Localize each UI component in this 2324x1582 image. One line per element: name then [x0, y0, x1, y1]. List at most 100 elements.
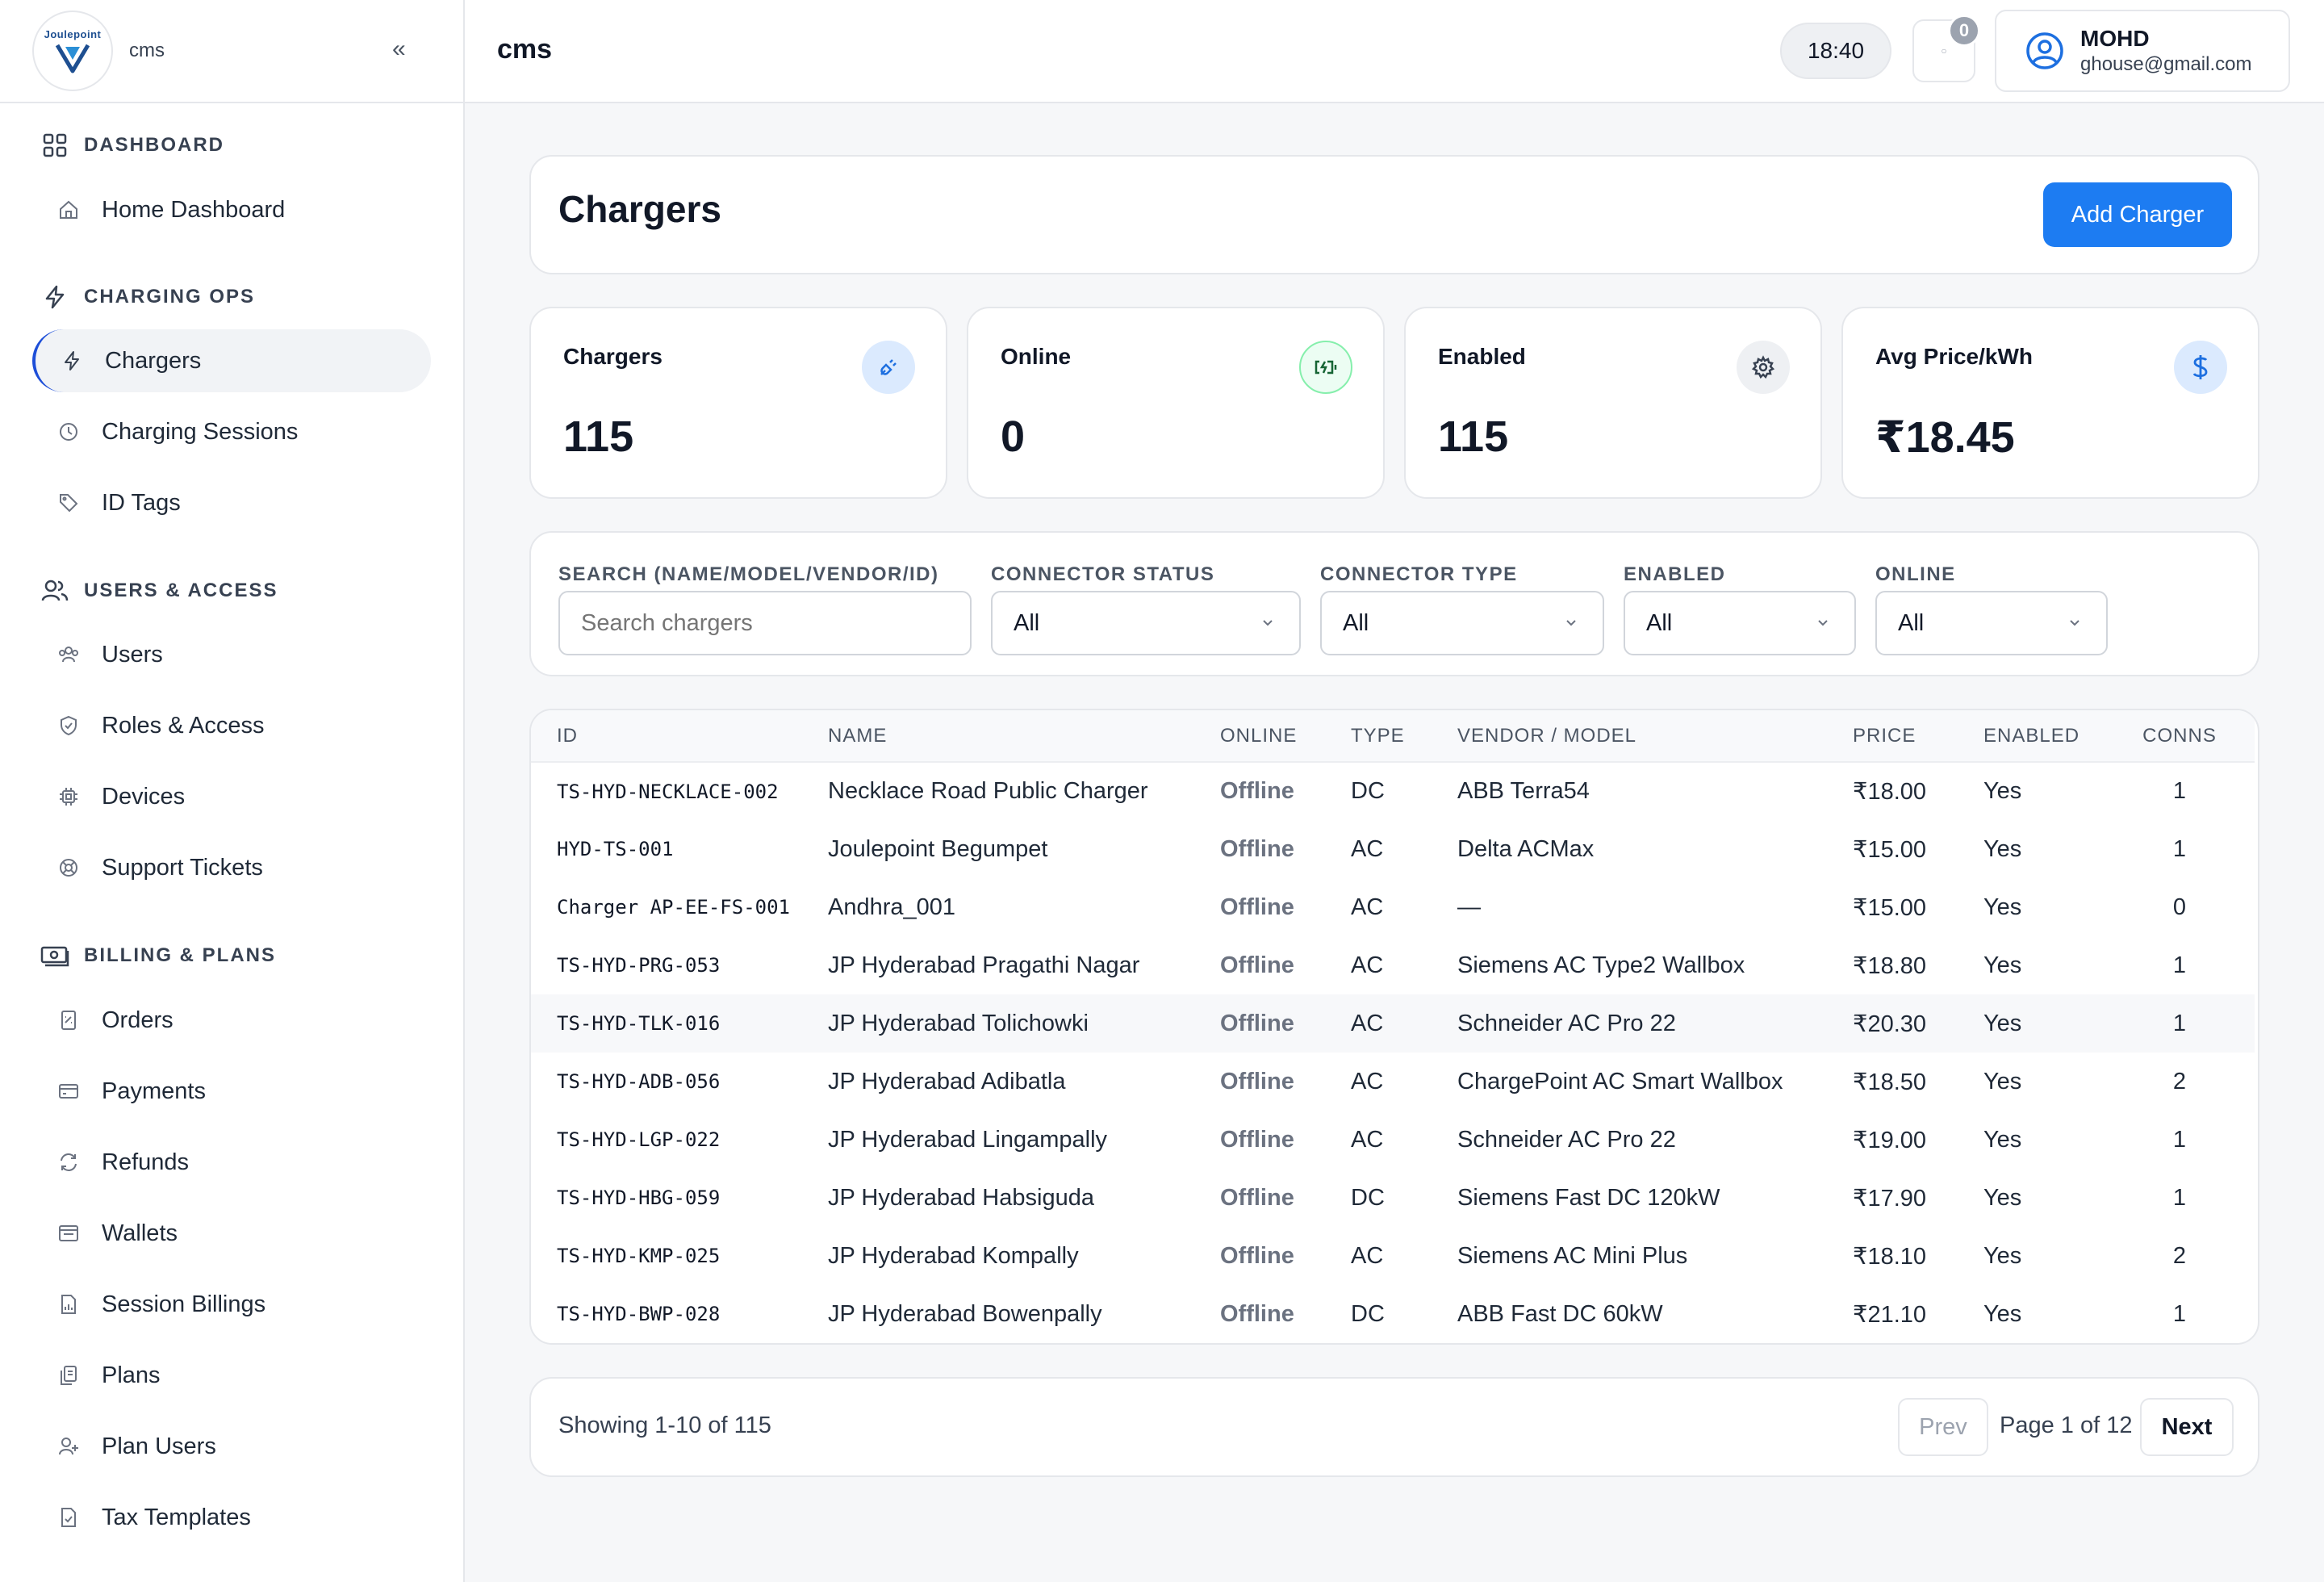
clipboard-icon — [56, 1363, 81, 1387]
column-header-type[interactable]: TYPE — [1351, 710, 1457, 763]
column-header-price[interactable]: PRICE — [1853, 710, 1983, 763]
column-header-vendor[interactable]: VENDOR / MODEL — [1457, 710, 1853, 763]
sidebar-item-chargers[interactable]: Chargers — [32, 329, 431, 392]
collapse-sidebar-icon[interactable]: « — [392, 36, 406, 62]
table-row[interactable]: Charger AP-EE-FS-001 Andhra_001 Offline AC —… — [531, 878, 2255, 936]
enabled-select[interactable]: All — [1624, 591, 1856, 655]
sidebar-item-label: Users — [102, 641, 163, 668]
search-input[interactable] — [558, 591, 972, 655]
chargers-table-card: ID NAME ONLINE TYPE VENDOR / MODEL PRICE… — [529, 709, 2259, 1345]
cell-enabled: Yes — [1983, 1126, 2022, 1153]
dollar-icon — [2174, 341, 2227, 394]
sidebar-item-plans[interactable]: Plans — [32, 1344, 431, 1407]
cell-id: TS-HYD-TLK-016 — [531, 994, 828, 1053]
sidebar-item-label: Refunds — [102, 1149, 190, 1175]
receipt-icon — [56, 1008, 81, 1032]
cell-type: AC — [1351, 994, 1457, 1053]
refresh-icon — [56, 1150, 81, 1174]
section-label: CHARGING OPS — [84, 286, 256, 308]
column-header-name[interactable]: NAME — [828, 710, 1220, 763]
cell-id: TS-HYD-NECKLACE-002 — [557, 780, 779, 803]
sidebar-item-id-tags[interactable]: ID Tags — [32, 471, 431, 534]
sidebar-item-devices[interactable]: Devices — [32, 765, 431, 828]
sidebar-item-tax-templates[interactable]: Tax Templates — [32, 1486, 431, 1549]
prev-page-button[interactable]: Prev — [1898, 1398, 1988, 1456]
select-value: All — [1646, 609, 1673, 636]
cell-vendor: Siemens Fast DC 120kW — [1457, 1184, 1720, 1211]
sidebar-item-label: Session Billings — [102, 1291, 266, 1317]
cell-vendor: ABB Fast DC 60kW — [1457, 1300, 1663, 1327]
table-row[interactable]: TS-HYD-KMP-025 JP Hyderabad Kompally Offli… — [531, 1227, 2255, 1285]
column-header-conns[interactable]: CONNS — [2134, 710, 2255, 763]
cell-type: AC — [1351, 1242, 1384, 1269]
user-email: ghouse@gmail.com — [2080, 53, 2252, 75]
cell-price: ₹18.50 — [1853, 1069, 1927, 1095]
page-title-card: Chargers Add Charger — [529, 155, 2259, 274]
table-row[interactable]: HYD-TS-001 Joulepoint Begumpet Offline AC De… — [531, 820, 2255, 878]
stat-card-enabled: Enabled 115 — [1404, 307, 1822, 499]
connector-type-select[interactable]: All — [1320, 591, 1604, 655]
table-row[interactable]: TS-HYD-PRG-053 JP Hyderabad Pragathi Naga… — [531, 936, 2255, 994]
sidebar-item-session-billings[interactable]: Session Billings — [32, 1273, 431, 1336]
cell-online: Offline — [1220, 835, 1294, 862]
logo[interactable]: Joulepoint — [32, 10, 113, 91]
stat-value: 115 — [1438, 412, 1509, 461]
sidebar-item-label: Chargers — [105, 347, 202, 374]
cell-id: TS-HYD-ADB-056 — [557, 1070, 721, 1093]
sidebar-item-orders[interactable]: Orders — [32, 989, 431, 1052]
sidebar-item-wallets[interactable]: Wallets — [32, 1202, 431, 1265]
sidebar: Joulepoint cms « DASHBOARD Home Dashboar… — [0, 0, 465, 1582]
shield-icon — [56, 714, 81, 738]
cell-type: AC — [1351, 952, 1384, 978]
user-menu[interactable]: MOHD ghouse@gmail.com — [1995, 10, 2290, 92]
cell-id: TS-HYD-KMP-025 — [557, 1245, 721, 1267]
cell-online: Offline — [1220, 1242, 1294, 1269]
sidebar-item-label: Wallets — [102, 1220, 178, 1246]
cell-price: ₹15.00 — [1853, 836, 1927, 863]
cell-enabled: Yes — [1983, 778, 2022, 804]
cell-name: JP Hyderabad Adibatla — [828, 1068, 1066, 1094]
cell-conns: 2 — [2172, 1242, 2187, 1269]
sidebar-item-payments[interactable]: Payments — [32, 1060, 431, 1123]
cell-online: Offline — [1220, 894, 1294, 920]
next-page-button[interactable]: Next — [2140, 1398, 2234, 1456]
online-select[interactable]: All — [1875, 591, 2108, 655]
users-icon — [40, 576, 69, 605]
section-charging-ops: CHARGING OPS — [40, 282, 255, 312]
table-row[interactable]: TS-HYD-TLK-016 JP Hyderabad Tolichowki Off… — [531, 994, 2255, 1053]
cash-icon — [40, 941, 69, 970]
sidebar-item-refunds[interactable]: Refunds — [32, 1131, 431, 1194]
page-title: Chargers — [558, 188, 721, 230]
pagination-card: Showing 1-10 of 115 Prev Page 1 of 12 Ne… — [529, 1377, 2259, 1477]
table-row[interactable]: TS-HYD-LGP-022 JP Hyderabad Lingampally Of… — [531, 1111, 2255, 1169]
connector-status-select[interactable]: All — [991, 591, 1301, 655]
enabled-label: ENABLED — [1624, 563, 1726, 585]
sidebar-item-users[interactable]: Users — [32, 623, 431, 686]
sidebar-item-plan-users[interactable]: Plan Users — [32, 1415, 431, 1478]
cell-name: Andhra_001 — [828, 894, 956, 920]
cell-online: Offline — [1220, 994, 1351, 1053]
topbar: cms 18:40 ○ 0 MOHD ghouse@gmail.com — [465, 0, 2324, 103]
column-header-id[interactable]: ID — [531, 710, 828, 763]
sidebar-item-charging-sessions[interactable]: Charging Sessions — [32, 400, 431, 463]
sidebar-item-home-dashboard[interactable]: Home Dashboard — [32, 178, 431, 241]
connector-status-label: CONNECTOR STATUS — [991, 563, 1215, 585]
file-check-icon — [56, 1505, 81, 1530]
chevron-down-icon — [2070, 620, 2079, 626]
cell-id: Charger AP-EE-FS-001 — [557, 896, 790, 919]
page-indicator: Page 1 of 12 — [2000, 1412, 2133, 1438]
cell-vendor: Schneider AC Pro 22 — [1457, 994, 1853, 1053]
table-row[interactable]: TS-HYD-ADB-056 JP Hyderabad Adibatla Offli… — [531, 1053, 2255, 1111]
add-charger-button[interactable]: Add Charger — [2043, 182, 2232, 247]
table-row[interactable]: TS-HYD-BWP-028 JP Hyderabad Bowenpally Off… — [531, 1285, 2255, 1343]
column-header-online[interactable]: ONLINE — [1220, 710, 1351, 763]
cell-price: ₹19.00 — [1853, 1127, 1927, 1153]
table-row[interactable]: TS-HYD-NECKLACE-002 Necklace Road Public … — [531, 762, 2255, 820]
table-row[interactable]: TS-HYD-HBG-059 JP Hyderabad Habsiguda Offl… — [531, 1169, 2255, 1227]
cell-enabled: Yes — [1983, 1068, 2022, 1094]
sidebar-item-roles-access[interactable]: Roles & Access — [32, 694, 431, 757]
sidebar-item-support-tickets[interactable]: Support Tickets — [32, 836, 431, 899]
column-header-enabled[interactable]: ENABLED — [1983, 710, 2134, 763]
cell-conns: 1 — [2172, 1184, 2187, 1211]
clock-icon — [56, 420, 81, 444]
